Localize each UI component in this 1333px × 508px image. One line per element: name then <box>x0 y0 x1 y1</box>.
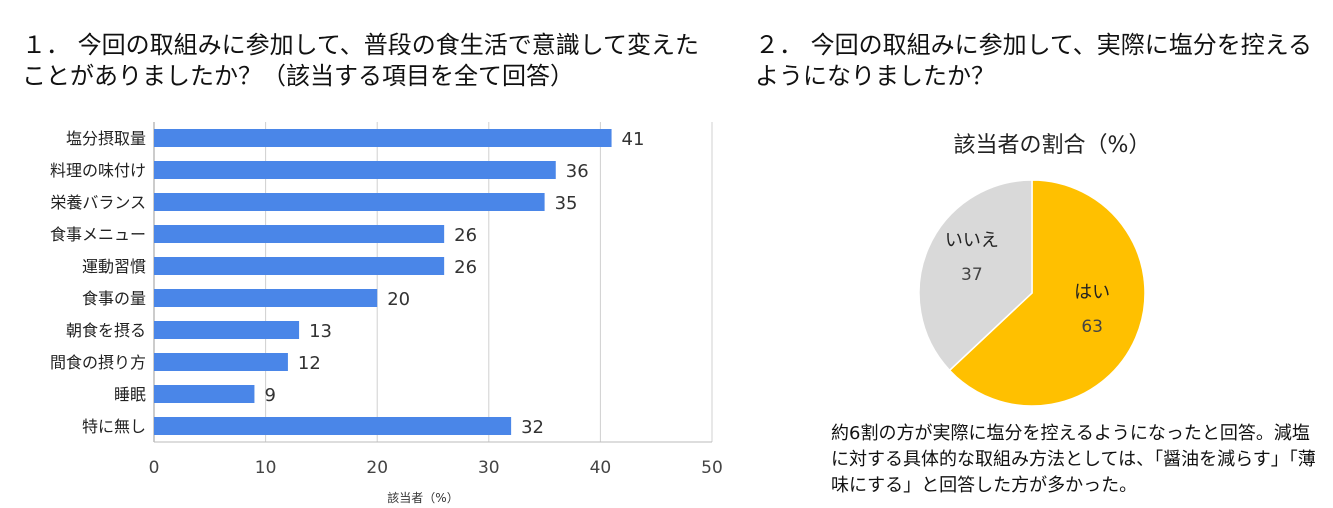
pie-slice-0 <box>948 179 1146 407</box>
bar-2 <box>154 193 545 211</box>
data-label-2: 35 <box>555 193 578 214</box>
category-label-9: 特に無し <box>82 417 146 436</box>
question-2-title: ２． 今回の取組みに参加して、実際に塩分を控えるようになりましたか？ <box>755 31 1312 90</box>
category-label-2: 栄養バランス <box>50 193 146 212</box>
bar-7 <box>154 353 288 371</box>
pie-title: 該当者の割合（%） <box>954 133 1151 158</box>
data-label-1: 36 <box>566 161 589 182</box>
data-label-3: 26 <box>454 225 477 246</box>
bar-5 <box>154 289 378 307</box>
pie-value-1: 37 <box>961 265 983 285</box>
bar-1 <box>154 161 556 179</box>
data-label-4: 26 <box>454 257 477 278</box>
category-label-6: 朝食を摂る <box>66 321 146 340</box>
bar-0 <box>154 129 612 147</box>
bar-6 <box>154 321 300 339</box>
x-tick-label-0: 0 <box>149 458 160 478</box>
bar-9 <box>154 417 512 435</box>
bar-4 <box>154 257 445 275</box>
category-label-5: 食事の量 <box>82 289 146 308</box>
bar-3 <box>154 225 445 243</box>
pie-value-0: 63 <box>1081 317 1103 337</box>
x-axis-label: 該当者（%） <box>387 490 458 505</box>
x-tick-label-30: 30 <box>478 458 500 478</box>
x-tick-label-10: 10 <box>255 458 277 478</box>
bar-chart: 0 10 20 30 40 50 塩分摂取量 41 料理の味付け 36 栄養バランス 35 食事メニュー… <box>50 122 723 505</box>
category-label-1: 料理の味付け <box>50 161 146 180</box>
question-1-title: １． 今回の取組みに参加して、普段の食生活で意識して変えたことがありましたか？（… <box>22 31 699 90</box>
pie-label-0: はい <box>1074 282 1110 303</box>
data-label-8: 9 <box>264 385 275 406</box>
bar-8 <box>154 385 255 403</box>
summary-note: 約6割の方が実際に塩分を控えるようになったと回答。減塩に対する具体的な取組み方法… <box>831 423 1316 496</box>
data-label-0: 41 <box>622 129 645 150</box>
pie-label-1: いいえ <box>945 230 999 251</box>
category-label-4: 運動習慣 <box>82 257 146 276</box>
x-tick-label-40: 40 <box>590 458 612 478</box>
category-label-0: 塩分摂取量 <box>66 129 146 148</box>
data-label-7: 12 <box>298 353 321 374</box>
x-tick-label-50: 50 <box>701 458 723 478</box>
data-label-5: 20 <box>387 289 410 310</box>
category-label-3: 食事メニュー <box>50 225 146 244</box>
data-label-6: 13 <box>309 321 332 342</box>
data-label-9: 32 <box>521 417 544 438</box>
category-label-8: 睡眠 <box>114 385 146 404</box>
x-tick-label-20: 20 <box>366 458 388 478</box>
category-label-7: 間食の摂り方 <box>50 353 146 372</box>
pie-slice-1 <box>918 179 1033 372</box>
